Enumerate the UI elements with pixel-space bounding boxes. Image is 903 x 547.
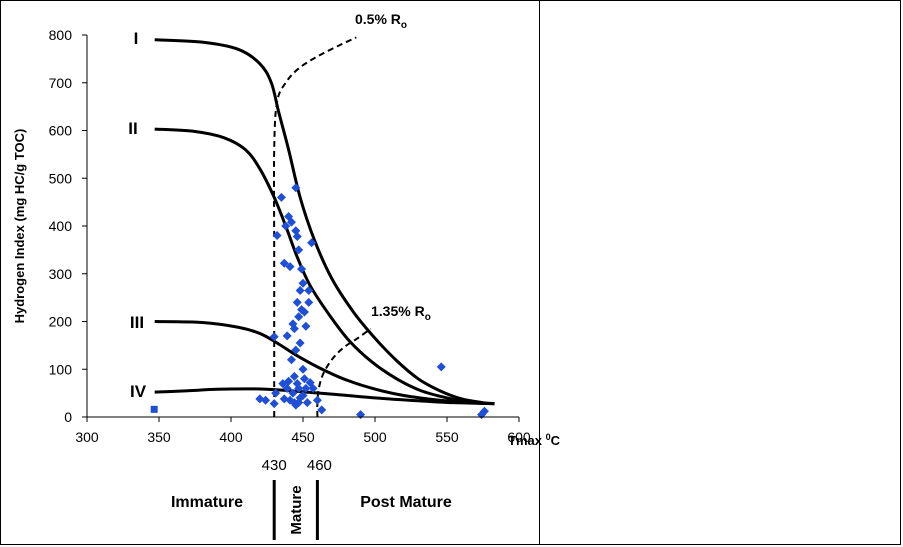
sample-point — [356, 410, 366, 420]
y-axis-title: Hydrogen Index (mg HC/g TOC) — [12, 129, 27, 324]
x-tick-label: 600 — [507, 429, 531, 445]
curve-label-iii: III — [130, 313, 144, 332]
y-tick-label: 200 — [49, 314, 73, 330]
kerogen-curves — [154, 38, 495, 406]
sample-point — [312, 395, 322, 405]
sample-point — [307, 238, 317, 248]
axes: 300 350 400 450 500 550 600 0 100 200 300 400 500 600… — [49, 27, 531, 445]
zone-label-post-mature: Post Mature — [360, 494, 452, 511]
x-tick-label: 450 — [291, 429, 315, 445]
sample-point — [285, 262, 295, 272]
sample-point — [298, 391, 308, 401]
sample-point — [295, 285, 305, 295]
sample-point — [288, 388, 298, 398]
kerogen-curve-i — [154, 38, 495, 406]
sample-point — [291, 345, 301, 355]
sample-point — [286, 355, 296, 365]
sample-point — [294, 312, 304, 322]
sample-point — [308, 383, 318, 393]
sample-point — [294, 383, 304, 393]
sample-point — [289, 371, 299, 381]
zone-label-immature: Immature — [171, 494, 243, 511]
sample-point — [295, 338, 305, 348]
zone-label-mature: Mature — [288, 485, 305, 534]
sample-point — [261, 395, 271, 405]
sample-point — [282, 383, 292, 393]
kerogen-curve-iv — [154, 387, 495, 406]
boundary-label-430: 430 — [262, 457, 287, 474]
sample-point — [279, 258, 289, 268]
iso-line-0 — [272, 36, 357, 417]
y-tick-label: 400 — [49, 218, 73, 234]
y-tick-label: 0 — [64, 409, 72, 425]
sample-point — [271, 388, 281, 398]
y-tick-label: 600 — [49, 123, 73, 139]
sample-point — [317, 405, 327, 415]
y-tick-label: 700 — [49, 75, 73, 91]
sample-point — [479, 406, 489, 416]
x-tick-label: 400 — [219, 429, 243, 445]
kerogen-curve-iii — [154, 320, 495, 406]
sample-point — [298, 364, 308, 374]
curve-label-ii: II — [128, 119, 137, 138]
iso-label-0: 0.5% Ro — [355, 11, 407, 31]
sample-point — [304, 285, 314, 295]
sample-point — [299, 374, 309, 384]
sample-point — [301, 321, 311, 331]
labels: Hydrogen Index (mg HC/g TOC)Tmax 0CIIIII… — [12, 11, 561, 540]
sample-point — [298, 278, 308, 288]
x-tick-label: 500 — [363, 429, 387, 445]
x-axis-title: Tmax 0C — [508, 432, 561, 448]
sample-point — [281, 221, 291, 231]
sample-point — [292, 297, 302, 307]
y-tick-label: 800 — [49, 27, 73, 43]
sample-point — [292, 232, 302, 242]
chart-border — [539, 0, 540, 545]
sample-point — [304, 297, 314, 307]
sample-point — [269, 399, 279, 409]
sample-point — [299, 307, 309, 317]
y-tick-label: 300 — [49, 266, 73, 282]
sample-points — [150, 183, 489, 420]
x-tick-label: 550 — [435, 429, 459, 445]
sample-point — [294, 245, 304, 255]
iso-line-1 — [316, 327, 372, 418]
curve-label-i: I — [134, 29, 139, 48]
sample-point — [302, 398, 312, 408]
sample-point — [282, 331, 292, 341]
curve-label-iv: IV — [130, 382, 147, 401]
sample-point — [276, 192, 286, 202]
iso-label-1: 1.35% Ro — [371, 303, 431, 323]
y-tick-label: 500 — [49, 170, 73, 186]
sample-point — [269, 332, 279, 342]
sample-point — [436, 362, 446, 372]
sample-point — [289, 324, 299, 334]
kerogen-curve-ii — [154, 127, 495, 406]
y-tick-label: 100 — [49, 361, 73, 377]
sample-point — [297, 264, 307, 274]
sample-point — [150, 405, 158, 413]
sample-point — [272, 231, 282, 241]
sample-point — [291, 183, 301, 193]
boundary-label-460: 460 — [307, 457, 332, 474]
sample-point — [301, 383, 311, 393]
sample-point — [284, 376, 294, 386]
sample-point — [286, 217, 296, 227]
x-tick-label: 300 — [75, 429, 99, 445]
x-tick-label: 350 — [147, 429, 171, 445]
